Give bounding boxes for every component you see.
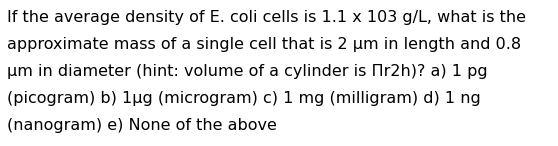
Text: If the average density of E. coli cells is 1.1 x 103 g/L, what is the: If the average density of E. coli cells …: [7, 10, 526, 25]
Text: (picogram) b) 1μg (microgram) c) 1 mg (milligram) d) 1 ng: (picogram) b) 1μg (microgram) c) 1 mg (m…: [7, 91, 481, 106]
Text: μm in diameter (hint: volume of a cylinder is Πr2h)? a) 1 pg: μm in diameter (hint: volume of a cylind…: [7, 64, 488, 79]
Text: (nanogram) e) None of the above: (nanogram) e) None of the above: [7, 118, 277, 133]
Text: approximate mass of a single cell that is 2 μm in length and 0.8: approximate mass of a single cell that i…: [7, 37, 521, 52]
